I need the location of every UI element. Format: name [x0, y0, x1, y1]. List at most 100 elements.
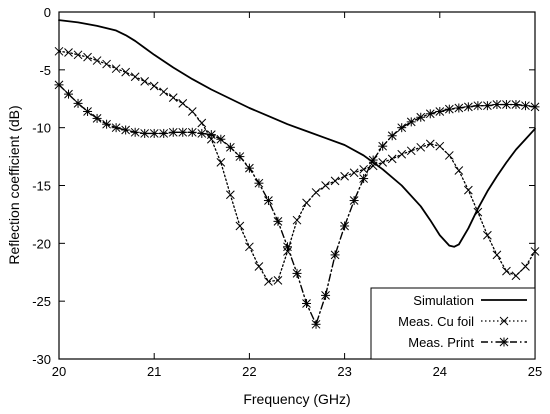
data-point-meas-cu-foil — [197, 118, 207, 128]
data-point-meas-cu-foil — [264, 277, 273, 286]
data-point-meas-cu-foil — [149, 81, 159, 91]
data-point-meas-print — [140, 128, 150, 138]
y-tick-label: -20 — [32, 236, 51, 251]
data-point-meas-print — [254, 178, 264, 188]
data-point-meas-cu-foil — [425, 139, 435, 149]
y-tick-label: -5 — [39, 63, 51, 78]
data-point-meas-print — [454, 103, 464, 113]
data-point-meas-cu-foil — [273, 275, 283, 285]
data-point-meas-cu-foil — [64, 48, 73, 57]
data-point-meas-print — [321, 290, 331, 300]
data-point-meas-cu-foil — [216, 158, 226, 167]
data-point-meas-print — [501, 100, 511, 110]
data-point-meas-print — [73, 98, 83, 108]
data-point-meas-print — [416, 112, 426, 122]
data-point-meas-print — [244, 163, 254, 173]
data-point-meas-cu-foil — [254, 262, 264, 271]
data-point-meas-cu-foil — [330, 176, 340, 186]
data-point-meas-cu-foil — [130, 72, 140, 82]
data-point-meas-cu-foil — [178, 99, 188, 108]
legend-item-meas-cu-foil: Meas. Cu foil — [398, 314, 527, 329]
data-point-meas-print — [263, 196, 273, 206]
data-point-meas-cu-foil — [397, 149, 407, 159]
data-point-meas-cu-foil — [406, 146, 416, 156]
data-point-meas-cu-foil — [245, 242, 254, 252]
data-point-meas-cu-foil — [464, 185, 473, 195]
data-point-meas-print — [435, 106, 445, 116]
series-layer — [54, 19, 540, 329]
data-point-meas-print — [511, 100, 521, 110]
data-point-meas-cu-foil — [454, 166, 464, 175]
data-point-meas-print — [397, 123, 407, 133]
ticks-layer: 20 21 22 23 24 25 0 -5 -10 -15 -20 -25 -30 — [32, 5, 542, 379]
data-point-meas-print — [444, 104, 454, 114]
data-point-meas-cu-foil — [140, 77, 150, 86]
data-point-meas-print — [292, 268, 302, 278]
data-point-meas-cu-foil — [92, 56, 102, 65]
x-tick-label: 24 — [433, 364, 447, 379]
series-meas-print — [54, 80, 540, 329]
data-point-meas-print — [149, 128, 159, 138]
y-axis-label: Reflection coefficient (dB) — [6, 105, 22, 264]
series-line-meas-cu-foil — [58, 50, 536, 283]
data-point-meas-print — [64, 89, 74, 99]
data-point-meas-cu-foil — [121, 67, 130, 77]
data-point-meas-cu-foil — [311, 188, 321, 197]
data-point-meas-cu-foil — [321, 181, 330, 190]
data-point-meas-print — [159, 128, 169, 138]
data-point-meas-print — [187, 127, 197, 137]
data-point-meas-cu-foil — [387, 154, 397, 164]
data-point-meas-cu-foil — [349, 168, 359, 178]
data-point-meas-cu-foil — [511, 271, 521, 281]
data-point-meas-print — [368, 155, 378, 165]
data-point-meas-print — [387, 131, 397, 141]
data-point-meas-cu-foil — [159, 87, 169, 97]
data-point-meas-print — [406, 117, 416, 127]
y-tick-label: 0 — [44, 5, 51, 20]
legend: Simulation Meas. Cu foil Meas. Print — [370, 287, 536, 360]
data-point-meas-print — [130, 127, 140, 137]
data-point-meas-print — [121, 125, 131, 135]
data-point-meas-cu-foil — [473, 207, 483, 217]
data-point-meas-print — [273, 216, 283, 226]
data-point-meas-print — [178, 127, 188, 137]
data-point-meas-print — [330, 250, 340, 260]
data-point-meas-cu-foil — [416, 142, 426, 152]
x-tick-label: 22 — [242, 364, 256, 379]
data-point-meas-print — [102, 119, 112, 129]
data-point-meas-print — [168, 127, 178, 137]
data-point-meas-cu-foil — [359, 164, 368, 174]
y-tick-label: -10 — [32, 121, 51, 136]
x-tick-label: 20 — [52, 364, 66, 379]
data-point-meas-print — [92, 113, 102, 123]
data-point-meas-cu-foil — [168, 93, 178, 102]
data-point-meas-print — [520, 101, 530, 111]
legend-item-meas-print: Meas. Print — [408, 335, 527, 350]
data-point-meas-cu-foil — [502, 266, 511, 276]
data-point-meas-cu-foil — [235, 221, 245, 231]
x-axis-label: Frequency (GHz) — [243, 391, 350, 407]
data-point-meas-cu-foil — [292, 215, 302, 225]
legend-marker — [499, 316, 509, 326]
data-point-meas-cu-foil — [187, 107, 197, 116]
data-point-meas-print — [378, 141, 388, 151]
data-point-meas-cu-foil — [521, 262, 530, 271]
x-tick-label: 25 — [528, 364, 542, 379]
data-point-meas-cu-foil — [111, 64, 121, 74]
data-point-meas-cu-foil — [444, 151, 454, 160]
data-point-meas-cu-foil — [302, 198, 311, 208]
data-point-meas-print — [216, 134, 226, 144]
data-point-meas-print — [359, 174, 369, 184]
y-tick-label: -25 — [32, 294, 51, 309]
data-point-meas-print — [235, 152, 245, 162]
legend-marker — [499, 337, 509, 347]
legend-label: Simulation — [413, 293, 474, 308]
data-point-meas-cu-foil — [83, 52, 92, 62]
legend-label: Meas. Cu foil — [398, 314, 474, 329]
data-point-meas-cu-foil — [378, 158, 388, 167]
data-point-meas-print — [340, 221, 350, 231]
data-point-meas-print — [225, 142, 235, 152]
data-point-meas-print — [349, 196, 359, 206]
data-point-meas-cu-foil — [340, 171, 349, 181]
data-point-meas-cu-foil — [435, 141, 445, 151]
